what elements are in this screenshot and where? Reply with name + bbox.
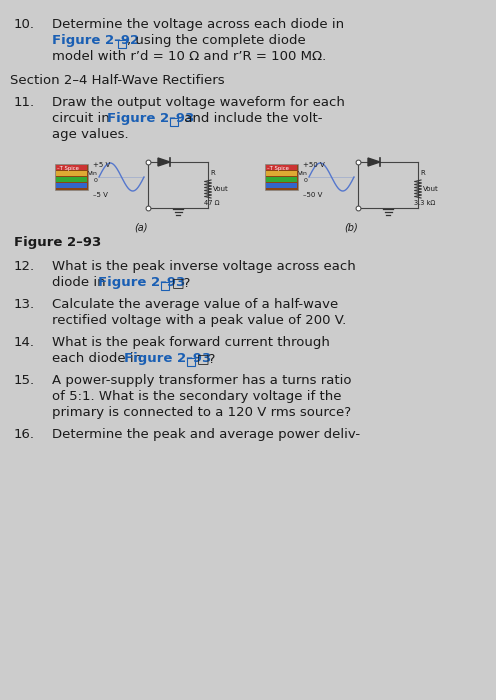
Text: and include the volt-: and include the volt- <box>180 112 322 125</box>
Text: Draw the output voltage waveform for each: Draw the output voltage waveform for eac… <box>52 96 345 109</box>
Text: –5 V: –5 V <box>93 192 108 198</box>
Text: R: R <box>420 170 425 176</box>
Text: Figure 2–93: Figure 2–93 <box>124 352 211 365</box>
Text: diode in: diode in <box>52 276 110 289</box>
Text: , using the complete diode: , using the complete diode <box>127 34 306 47</box>
Text: Figure 2–92: Figure 2–92 <box>52 34 139 47</box>
Text: +5 V: +5 V <box>93 162 110 168</box>
Text: 0: 0 <box>94 178 98 183</box>
Text: Vout: Vout <box>423 186 439 192</box>
Text: 12.: 12. <box>14 260 35 273</box>
FancyBboxPatch shape <box>265 164 298 190</box>
Text: □?: □? <box>197 352 216 365</box>
Text: 0: 0 <box>304 178 308 183</box>
Text: primary is connected to a 120 V rms source?: primary is connected to a 120 V rms sour… <box>52 406 351 419</box>
Text: each diode in: each diode in <box>52 352 146 365</box>
FancyBboxPatch shape <box>56 165 87 170</box>
Text: age values.: age values. <box>52 128 128 141</box>
Text: What is the peak inverse voltage across each: What is the peak inverse voltage across … <box>52 260 356 273</box>
Text: 13.: 13. <box>14 298 35 311</box>
Text: model with r’d = 10 Ω and r’R = 100 MΩ.: model with r’d = 10 Ω and r’R = 100 MΩ. <box>52 50 326 63</box>
Text: Figure 2–93: Figure 2–93 <box>107 112 194 125</box>
Polygon shape <box>158 158 170 166</box>
Text: What is the peak forward current through: What is the peak forward current through <box>52 336 330 349</box>
Text: 47 Ω: 47 Ω <box>204 200 220 206</box>
Text: 11.: 11. <box>14 96 35 109</box>
FancyBboxPatch shape <box>56 183 87 188</box>
Text: A power-supply transformer has a turns ratio: A power-supply transformer has a turns r… <box>52 374 352 387</box>
Text: □?: □? <box>171 276 191 289</box>
FancyBboxPatch shape <box>56 171 87 176</box>
Text: of 5:1. What is the secondary voltage if the: of 5:1. What is the secondary voltage if… <box>52 390 342 403</box>
Text: Figure 2–93: Figure 2–93 <box>98 276 186 289</box>
Text: Vin: Vin <box>298 171 308 176</box>
Text: Calculate the average value of a half-wave: Calculate the average value of a half-wa… <box>52 298 338 311</box>
Text: –T Spice: –T Spice <box>267 166 289 171</box>
Text: (b): (b) <box>344 223 358 233</box>
Text: Section 2–4 Half-Wave Rectifiers: Section 2–4 Half-Wave Rectifiers <box>10 74 225 87</box>
Text: Determine the voltage across each diode in: Determine the voltage across each diode … <box>52 18 344 31</box>
Text: 15.: 15. <box>14 374 35 387</box>
Text: rectified voltage with a peak value of 200 V.: rectified voltage with a peak value of 2… <box>52 314 346 327</box>
Polygon shape <box>368 158 380 166</box>
Text: (a): (a) <box>134 223 148 233</box>
FancyBboxPatch shape <box>266 177 297 182</box>
Text: –T Spice: –T Spice <box>57 166 79 171</box>
FancyBboxPatch shape <box>266 165 297 170</box>
Text: 14.: 14. <box>14 336 35 349</box>
FancyBboxPatch shape <box>266 171 297 176</box>
FancyBboxPatch shape <box>266 183 297 188</box>
Text: circuit in: circuit in <box>52 112 114 125</box>
FancyBboxPatch shape <box>56 177 87 182</box>
Text: Determine the peak and average power deliv-: Determine the peak and average power del… <box>52 428 360 441</box>
Text: Figure 2–93: Figure 2–93 <box>14 236 101 249</box>
FancyBboxPatch shape <box>55 164 88 190</box>
Text: 3.3 kΩ: 3.3 kΩ <box>414 200 435 206</box>
Text: Vout: Vout <box>213 186 229 192</box>
Text: –50 V: –50 V <box>303 192 322 198</box>
Text: R: R <box>210 170 215 176</box>
Text: 10.: 10. <box>14 18 35 31</box>
Text: 16.: 16. <box>14 428 35 441</box>
Text: Vin: Vin <box>88 171 98 176</box>
Text: +50 V: +50 V <box>303 162 325 168</box>
